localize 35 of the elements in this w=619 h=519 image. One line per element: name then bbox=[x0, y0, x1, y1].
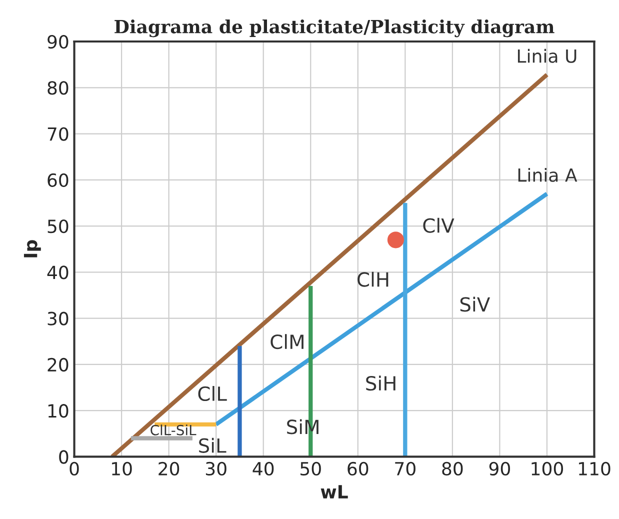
y-tick-label: 0 bbox=[59, 450, 68, 464]
y-tick-label: 30 bbox=[48, 312, 68, 326]
y-tick-label: 70 bbox=[48, 127, 68, 141]
annotation: SiL bbox=[199, 438, 226, 453]
y-tick-label: 20 bbox=[48, 358, 68, 372]
annotation: ClH bbox=[358, 272, 388, 287]
y-axis-title: Ip bbox=[24, 240, 41, 258]
x-tick-label: 10 bbox=[112, 462, 132, 476]
annotation: ClV bbox=[423, 218, 454, 233]
series-label: Linia A bbox=[518, 168, 578, 182]
x-tick-label: 30 bbox=[206, 462, 226, 476]
chart-title: Diagrama de plasticitate/Plasticity diagram bbox=[114, 19, 554, 38]
annotation: SiH bbox=[366, 376, 396, 391]
x-axis-title: wL bbox=[320, 485, 348, 498]
y-tick-label: 80 bbox=[48, 81, 68, 95]
annotation: ClL bbox=[198, 386, 227, 402]
x-tick-label: 90 bbox=[489, 462, 510, 476]
x-tick-label: 80 bbox=[442, 462, 463, 476]
y-tick-label: 10 bbox=[48, 404, 68, 418]
x-tick-label: 40 bbox=[252, 462, 274, 476]
annotation: SiV bbox=[460, 296, 490, 312]
x-tick-label: 60 bbox=[348, 462, 368, 476]
annotation: ClM bbox=[270, 334, 304, 350]
x-tick-label: 20 bbox=[158, 462, 180, 476]
x-tick-label: 0 bbox=[70, 462, 79, 476]
y-tick-label: 40 bbox=[47, 266, 68, 280]
y-tick-label: 90 bbox=[48, 34, 68, 49]
x-tick-label: 100 bbox=[532, 462, 564, 476]
y-tick-label: 60 bbox=[48, 173, 68, 188]
x-tick-label: 70 bbox=[395, 462, 416, 476]
annotation: ClL-SiL bbox=[150, 424, 196, 436]
x-tick-label: 50 bbox=[300, 462, 321, 476]
y-tick-label: 50 bbox=[48, 220, 68, 234]
series-label: Linia U bbox=[518, 48, 576, 63]
x-tick-label: 110 bbox=[578, 462, 610, 476]
